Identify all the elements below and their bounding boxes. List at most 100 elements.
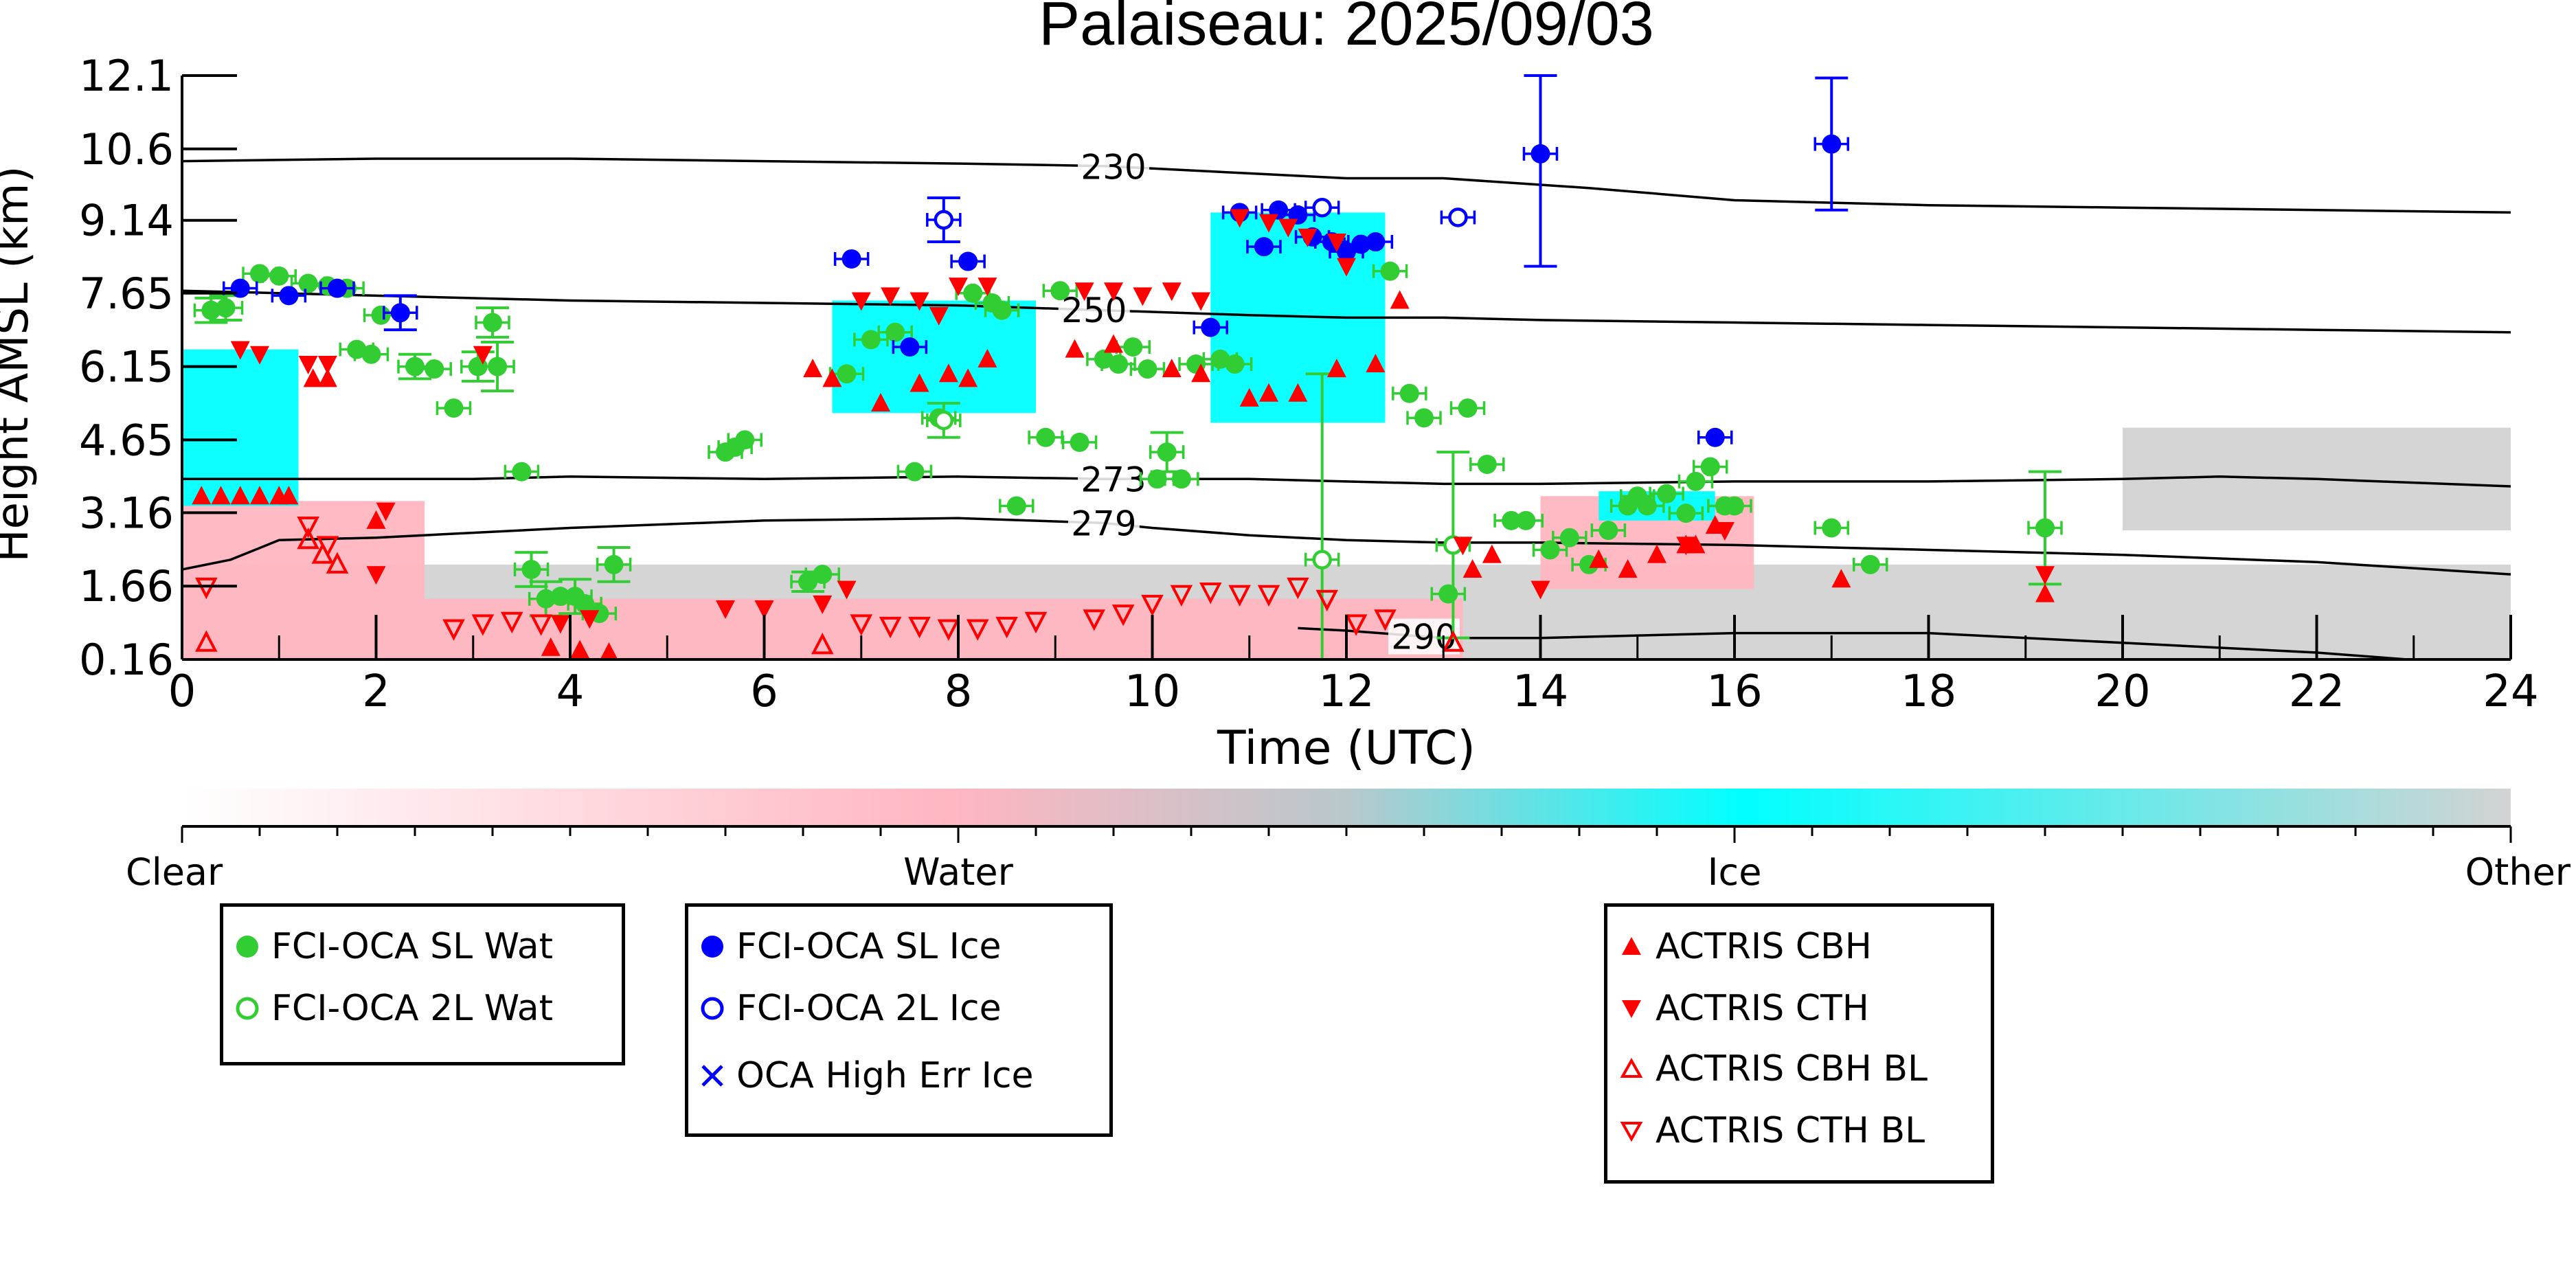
data-point — [575, 594, 595, 613]
data-point — [909, 292, 929, 311]
y-tick-label: 0.16 — [79, 635, 174, 685]
legend-water: FCI-OCA SL Wat FCI-OCA 2L Wat — [220, 903, 625, 1065]
data-point — [1162, 359, 1182, 378]
data-point — [1831, 569, 1851, 588]
legend-label: FCI-OCA 2L Wat — [271, 988, 554, 1029]
data-point — [1559, 528, 1579, 547]
data-point — [376, 502, 396, 521]
data-point — [604, 554, 624, 574]
legend-actris: ACTRIS CBH ACTRIS CTH ACTRIS CBH BL ACTR… — [1604, 903, 1994, 1184]
legend-label: ACTRIS CTH — [1656, 988, 1869, 1029]
data-point — [1715, 522, 1735, 541]
open-circle-icon — [688, 988, 736, 1029]
data-point — [735, 430, 755, 450]
filled-up-triangle-icon — [1607, 926, 1656, 967]
data-point — [298, 273, 318, 293]
data-point — [1254, 237, 1274, 257]
data-point — [978, 348, 997, 368]
legend-label: FCI-OCA 2L Ice — [736, 988, 1002, 1029]
error-bar — [1524, 74, 1557, 268]
data-point — [803, 359, 823, 378]
data-point — [958, 368, 978, 387]
data-point — [1278, 218, 1298, 238]
data-point — [1822, 518, 1842, 538]
data-point — [1111, 605, 1135, 626]
data-point — [879, 616, 902, 639]
data-point — [1647, 544, 1667, 563]
legend-item: ACTRIS CBH — [1607, 926, 1872, 967]
data-point — [326, 552, 349, 574]
data-point — [512, 462, 532, 482]
data-point — [1109, 354, 1129, 374]
data-point — [570, 640, 590, 659]
y-tick-label: 7.65 — [79, 269, 174, 319]
data-point — [885, 322, 905, 342]
data-point — [905, 462, 925, 482]
data-point — [2035, 518, 2055, 538]
legend-ice: FCI-OCA SL Ice FCI-OCA 2L Ice OCA High E… — [685, 903, 1113, 1137]
data-point — [366, 510, 386, 529]
data-point — [1191, 363, 1211, 383]
data-point — [269, 266, 289, 286]
filled-circle-icon — [223, 926, 271, 967]
data-point — [1083, 609, 1106, 631]
data-point — [1390, 290, 1410, 309]
data-point — [798, 572, 818, 591]
data-point — [1287, 577, 1309, 600]
data-point — [938, 363, 958, 383]
data-point — [934, 410, 954, 431]
chart-title: Palaiseau: 2025/09/03 — [1039, 0, 1654, 58]
data-point — [192, 486, 212, 505]
y-tick-label: 3.16 — [79, 488, 174, 538]
data-point — [966, 619, 989, 641]
data-point — [1225, 354, 1245, 374]
data-point — [483, 313, 502, 332]
data-point — [929, 306, 949, 326]
x-tick-label: 20 — [2094, 666, 2150, 717]
x-tick-label: 4 — [556, 666, 585, 717]
data-point — [371, 305, 391, 325]
data-point — [1676, 536, 1696, 556]
data-point — [1312, 197, 1332, 218]
data-point — [1705, 427, 1725, 447]
data-point — [1315, 589, 1339, 612]
data-point — [1065, 339, 1085, 358]
data-point — [580, 610, 600, 629]
data-point — [1337, 258, 1356, 277]
data-point — [1366, 354, 1386, 373]
contour-label-bg — [1067, 505, 1140, 541]
data-point — [1228, 585, 1251, 607]
data-point — [211, 486, 231, 505]
data-point — [471, 614, 495, 636]
data-point — [195, 577, 218, 600]
data-point — [298, 356, 318, 375]
legend-label: FCI-OCA SL Wat — [271, 926, 553, 967]
data-point — [1374, 609, 1397, 631]
contour-line — [182, 157, 2511, 214]
colorbar-label: Clear — [126, 850, 223, 894]
data-point — [1448, 207, 1468, 227]
data-point — [1676, 504, 1696, 523]
contour-label: 273 — [1081, 460, 1146, 499]
data-point — [934, 210, 954, 230]
data-point — [909, 373, 929, 392]
contour-label-bg — [1388, 618, 1460, 655]
data-point — [871, 392, 890, 411]
legend-item: FCI-OCA 2L Ice — [688, 988, 1002, 1029]
data-point — [1380, 261, 1400, 281]
data-point — [366, 566, 386, 585]
y-tick-label: 9.14 — [79, 196, 174, 246]
axes: 0 2 4 6 8 10 12 14 16 18 20 22 240.161.663.164.656.1… — [79, 51, 2539, 717]
x-axis-label: Time (UTC) — [1217, 721, 1476, 776]
data-point — [861, 330, 881, 350]
data-point — [216, 298, 236, 318]
data-point — [1700, 457, 1720, 477]
data-point — [361, 344, 381, 364]
data-point — [250, 264, 269, 284]
data-point — [250, 346, 269, 365]
data-point — [1312, 550, 1332, 570]
data-point — [1686, 471, 1706, 491]
data-point — [599, 642, 619, 662]
data-point — [473, 346, 493, 365]
